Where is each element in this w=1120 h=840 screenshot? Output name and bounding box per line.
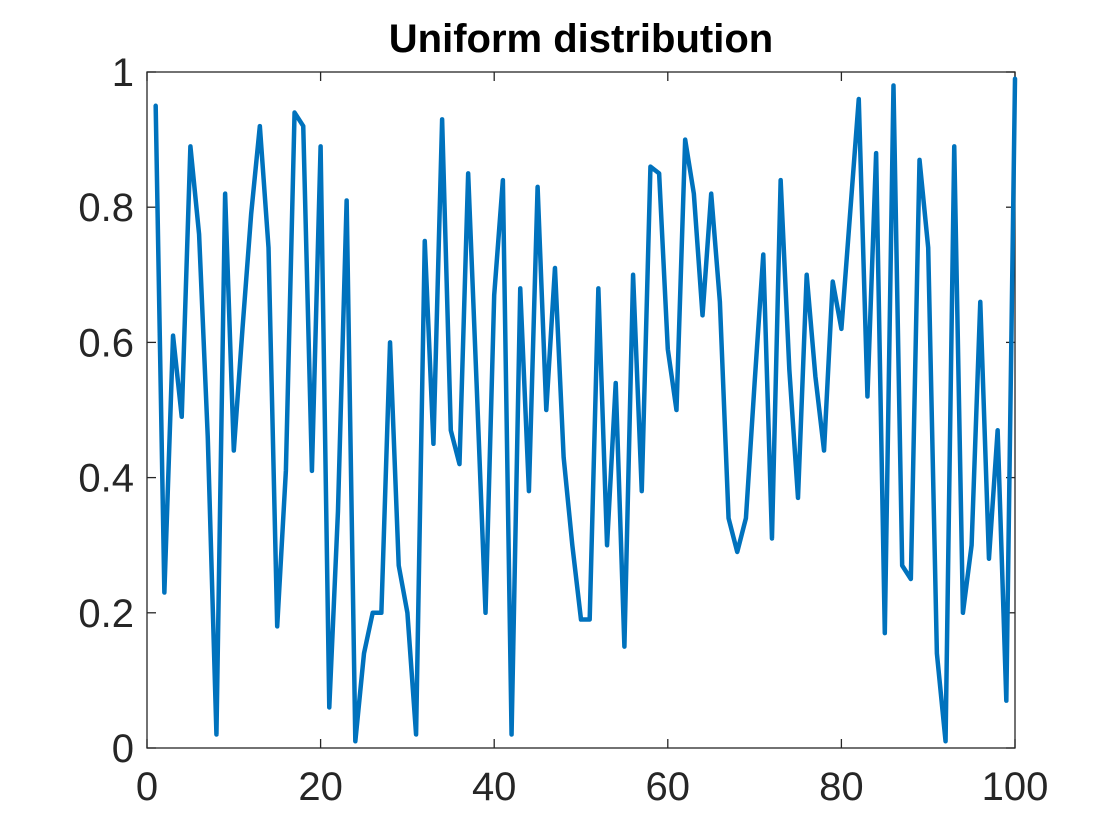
y-tick-label: 0.8 [78,186,134,230]
chart-title: Uniform distribution [389,17,773,61]
x-tick-label: 100 [982,765,1049,809]
x-tick-label: 0 [136,765,158,809]
x-tick-label: 40 [472,765,517,809]
y-tick-label: 0.4 [78,457,134,501]
y-tick-label: 1 [112,51,134,95]
series-line [153,76,1018,744]
y-tick-label: 0.6 [78,321,134,365]
y-tick-label: 0 [112,727,134,771]
y-tick-label: 0.2 [78,592,134,636]
plot-area: 0 20 40 60 80 100 0 0.2 0.4 0.6 0.8 1 [78,51,1048,809]
x-tick-label: 20 [298,765,343,809]
x-tick-label: 60 [646,765,691,809]
x-tick-label: 80 [819,765,864,809]
axes-box [146,71,1016,749]
